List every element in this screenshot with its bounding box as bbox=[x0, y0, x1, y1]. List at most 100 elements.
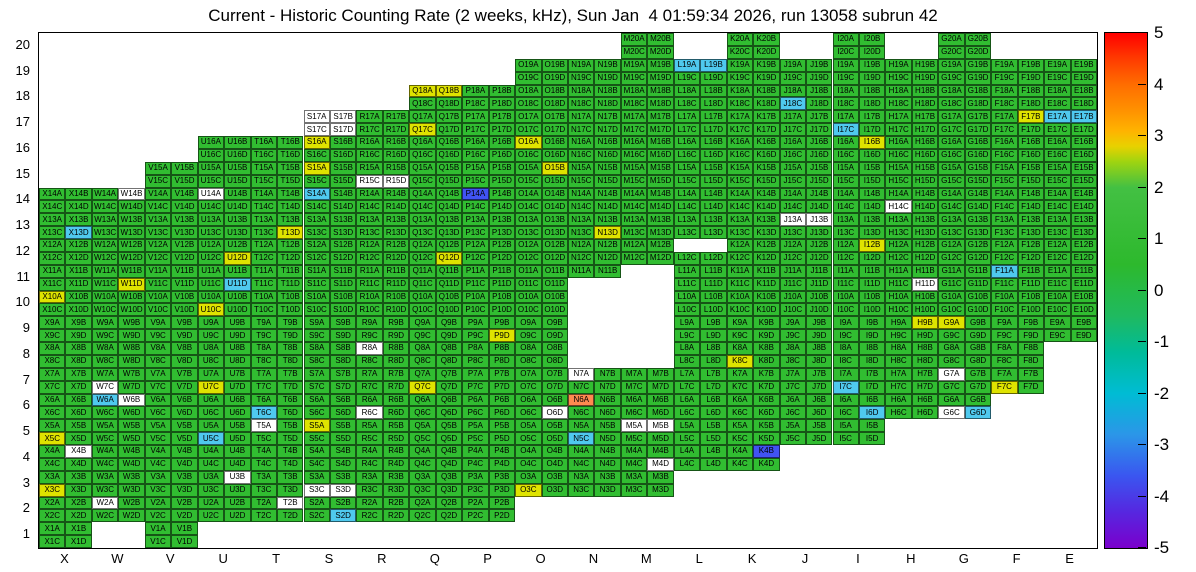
heatmap-cell: P7D bbox=[488, 380, 516, 394]
heatmap-cell: F7B bbox=[1017, 367, 1045, 381]
heatmap-cell: S5C bbox=[303, 432, 330, 445]
heatmap-cell: K12D bbox=[753, 251, 780, 265]
heatmap-cell: P9A bbox=[462, 316, 489, 330]
heatmap-cell: O13B bbox=[541, 213, 568, 227]
heatmap-cell: L13C bbox=[673, 226, 701, 239]
heatmap-cell: I10C bbox=[832, 303, 859, 317]
heatmap-cell: R5A bbox=[356, 419, 383, 433]
heatmap-cell: V2B bbox=[171, 496, 198, 510]
heatmap-cell: I19C bbox=[832, 71, 859, 85]
heatmap-cell: K18B bbox=[753, 84, 780, 98]
heatmap-cell: P13A bbox=[462, 213, 489, 227]
heatmap-cell: R4C bbox=[356, 457, 383, 471]
heatmap-cell: G15A bbox=[938, 161, 965, 175]
heatmap-cell: O4A bbox=[515, 445, 542, 458]
heatmap-cell: P17C bbox=[462, 123, 489, 136]
heatmap-cell: P8B bbox=[488, 342, 516, 355]
heatmap-cell: H14A bbox=[885, 187, 912, 201]
heatmap-cell: O4C bbox=[515, 457, 542, 471]
heatmap-cell: F14D bbox=[1017, 200, 1045, 214]
heatmap-cell: Q7B bbox=[435, 367, 463, 381]
heatmap-cell: L13B bbox=[700, 213, 727, 227]
heatmap-cell: R15B bbox=[382, 161, 410, 175]
heatmap-cell: F18C bbox=[991, 97, 1018, 111]
heatmap-cell: G7A bbox=[938, 367, 965, 381]
heatmap-cell: L4C bbox=[673, 457, 701, 471]
heatmap-cell: R9C bbox=[356, 329, 383, 342]
heatmap-cell: J14A bbox=[779, 187, 807, 201]
heatmap-cell: I11D bbox=[858, 277, 886, 291]
heatmap-cell: G6A bbox=[938, 393, 965, 407]
heatmap-cell: Q15C bbox=[409, 174, 436, 188]
heatmap-cell: N14C bbox=[568, 200, 595, 214]
heatmap-cell: V10A bbox=[144, 290, 172, 304]
heatmap-cell: E15B bbox=[1070, 161, 1097, 175]
heatmap-cell: F12D bbox=[1017, 251, 1045, 265]
heatmap-cell: S10A bbox=[303, 290, 330, 304]
heatmap-cell: R12B bbox=[382, 239, 410, 252]
heatmap-cell: V10C bbox=[144, 303, 172, 317]
heatmap-cell: O14C bbox=[515, 200, 542, 214]
heatmap-cell: O12A bbox=[515, 239, 542, 252]
heatmap-cell: X3C bbox=[39, 483, 66, 497]
heatmap-cell: Q3A bbox=[409, 470, 436, 484]
heatmap-cell: G6D bbox=[964, 406, 992, 420]
heatmap-cell: X4B bbox=[65, 445, 92, 458]
heatmap-cell: E19C bbox=[1044, 71, 1071, 85]
heatmap-cell: N3C bbox=[568, 483, 595, 497]
heatmap-cell: V3B bbox=[171, 470, 198, 484]
heatmap-cell: I13D bbox=[858, 226, 886, 239]
heatmap-cell: X4A bbox=[39, 445, 66, 458]
heatmap-cell: L14D bbox=[700, 200, 727, 214]
heatmap-cell: J13C bbox=[779, 226, 807, 239]
heatmap-cell: M7A bbox=[620, 367, 648, 381]
heatmap-cell: X14B bbox=[65, 187, 92, 201]
heatmap-cell: W9B bbox=[118, 316, 145, 330]
heatmap-cell: G20C bbox=[938, 45, 965, 59]
heatmap-cell: L5D bbox=[700, 432, 727, 445]
heatmap-cell: F8B bbox=[1017, 342, 1045, 355]
heatmap-cell: X9A bbox=[39, 316, 66, 330]
heatmap-cell: P9B bbox=[488, 316, 516, 330]
heatmap-cell: W7B bbox=[118, 367, 145, 381]
heatmap-cell: G15C bbox=[938, 174, 965, 188]
heatmap-cell: G17D bbox=[964, 123, 992, 136]
heatmap-cell: R3B bbox=[382, 470, 410, 484]
heatmap-cell: K10D bbox=[753, 303, 780, 317]
heatmap-cell: I20C bbox=[832, 45, 859, 59]
heatmap-cell: S7C bbox=[303, 380, 330, 394]
heatmap-cell: P10B bbox=[488, 290, 516, 304]
heatmap-cell: N14A bbox=[568, 187, 595, 201]
heatmap-cell: K10C bbox=[726, 303, 754, 317]
heatmap-cell: G20A bbox=[938, 33, 965, 46]
heatmap-cell: M6A bbox=[620, 393, 648, 407]
heatmap-cell: I9C bbox=[832, 329, 859, 342]
heatmap-cell: W10D bbox=[118, 303, 145, 317]
heatmap-cell: L15B bbox=[700, 161, 727, 175]
heatmap-cell: K12C bbox=[726, 251, 754, 265]
heatmap-cell: G7D bbox=[964, 380, 992, 394]
heatmap-cell: J15D bbox=[806, 174, 833, 188]
x-axis-label: U bbox=[218, 551, 228, 566]
heatmap-cell: I6A bbox=[832, 393, 859, 407]
heatmap-cell: R7D bbox=[382, 380, 410, 394]
heatmap-cell: G18C bbox=[938, 97, 965, 111]
colorbar-tick bbox=[1138, 341, 1146, 342]
heatmap-cell: J17D bbox=[806, 123, 833, 136]
heatmap-cell: J16C bbox=[779, 148, 807, 162]
heatmap-cell: R4A bbox=[356, 445, 383, 458]
heatmap-cell: Q16C bbox=[409, 148, 436, 162]
heatmap-cell: O9A bbox=[515, 316, 542, 330]
heatmap-cell: S7D bbox=[329, 380, 357, 394]
heatmap-cell: I12B bbox=[858, 239, 886, 252]
heatmap-cell: G12A bbox=[938, 239, 965, 252]
heatmap-cell: I11A bbox=[832, 264, 859, 278]
heatmap-cell: E15A bbox=[1044, 161, 1071, 175]
heatmap-cell: S5D bbox=[329, 432, 357, 445]
heatmap-cell: F14B bbox=[1017, 187, 1045, 201]
colorbar-tick-label: 5 bbox=[1154, 23, 1164, 42]
heatmap-cell: L16C bbox=[673, 148, 701, 162]
heatmap-cell: E14A bbox=[1044, 187, 1071, 201]
heatmap-cell: K19A bbox=[726, 58, 754, 72]
heatmap-cell: T11D bbox=[277, 277, 304, 291]
